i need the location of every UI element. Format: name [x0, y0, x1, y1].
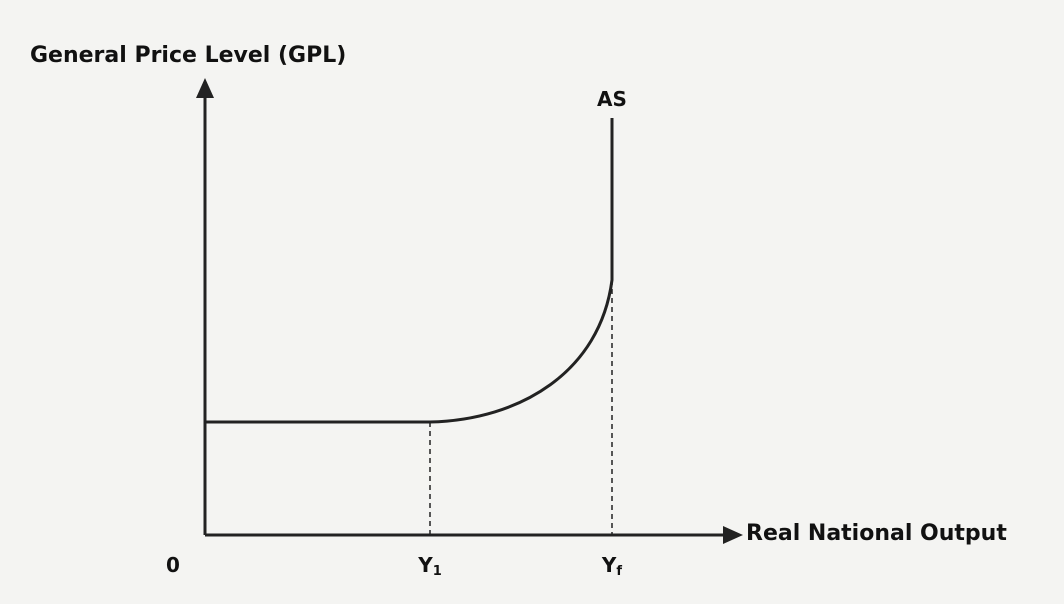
- point-label: Y1: [417, 553, 442, 579]
- x-axis-label: Real National Output: [746, 521, 1007, 546]
- y-axis-label: General Price Level (GPL): [30, 43, 346, 68]
- point-sub: 1: [433, 564, 442, 579]
- y-axis-arrow: [196, 78, 214, 98]
- as-curve: [205, 118, 614, 424]
- point-sub: f: [616, 564, 622, 579]
- origin-label: 0: [166, 553, 180, 577]
- curve-label: AS: [597, 87, 627, 111]
- point-main: Y: [417, 553, 433, 577]
- x-axis-arrow: [723, 526, 743, 544]
- point-main: Y: [601, 553, 617, 577]
- point-label: Yf: [601, 553, 622, 579]
